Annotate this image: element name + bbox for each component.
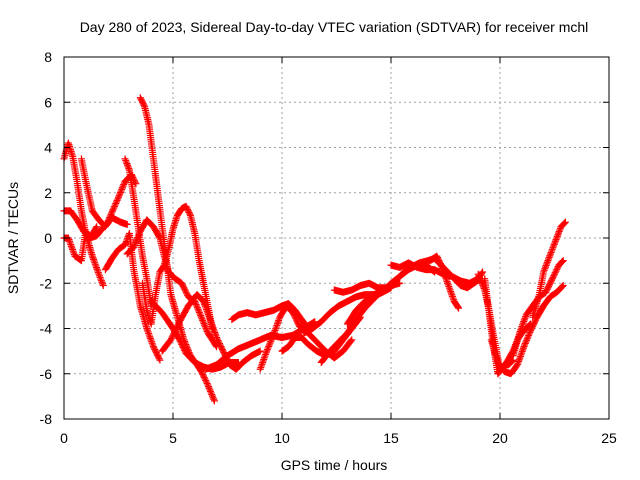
chart-background [0,0,640,480]
y-tick-label: 6 [44,94,52,110]
x-tick-label: 10 [274,430,290,446]
y-tick-label: 4 [44,140,52,156]
y-axis-label: SDTVAR / TECUs [5,182,21,294]
x-tick-label: 5 [169,430,177,446]
x-axis-label: GPS time / hours [281,457,388,473]
y-tick-label: 0 [44,230,52,246]
y-tick-label: -8 [40,411,53,427]
y-tick-label: 2 [44,185,52,201]
x-tick-label: 25 [601,430,617,446]
sdtvar-chart: Day 280 of 2023, Sidereal Day-to-day VTE… [0,0,640,480]
chart-title: Day 280 of 2023, Sidereal Day-to-day VTE… [80,19,589,35]
x-tick-label: 15 [383,430,399,446]
x-tick-label: 0 [60,430,68,446]
x-tick-label: 20 [492,430,508,446]
y-tick-label: 8 [44,49,52,65]
y-tick-label: -6 [40,366,53,382]
y-tick-label: -2 [40,275,53,291]
y-tick-label: -4 [40,321,53,337]
